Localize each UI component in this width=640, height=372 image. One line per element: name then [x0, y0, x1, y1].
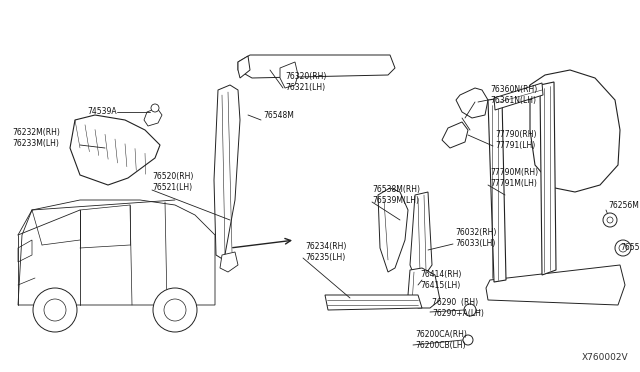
Text: 76360N(RH)
76361N(LH): 76360N(RH) 76361N(LH)	[490, 85, 537, 105]
Text: 76256M: 76256M	[608, 201, 639, 209]
Polygon shape	[214, 85, 240, 260]
Text: 77790M(RH)
77791M(LH): 77790M(RH) 77791M(LH)	[490, 168, 538, 188]
Polygon shape	[410, 192, 432, 278]
Polygon shape	[238, 55, 395, 78]
Polygon shape	[456, 88, 488, 118]
Polygon shape	[280, 62, 298, 88]
Circle shape	[464, 304, 476, 316]
Polygon shape	[408, 268, 440, 308]
Text: 76032(RH)
76033(LH): 76032(RH) 76033(LH)	[455, 228, 497, 248]
Polygon shape	[325, 295, 422, 310]
Circle shape	[603, 213, 617, 227]
Polygon shape	[488, 98, 506, 282]
Circle shape	[33, 288, 77, 332]
Polygon shape	[70, 115, 160, 185]
Text: 76234(RH)
76235(LH): 76234(RH) 76235(LH)	[305, 242, 346, 262]
Text: 76414(RH)
76415(LH): 76414(RH) 76415(LH)	[420, 270, 461, 290]
Polygon shape	[144, 108, 162, 126]
Circle shape	[153, 288, 197, 332]
Polygon shape	[530, 70, 620, 192]
Text: 77790(RH)
77791(LH): 77790(RH) 77791(LH)	[495, 130, 536, 150]
Text: 76290  (RH)
76290+A(LH): 76290 (RH) 76290+A(LH)	[432, 298, 484, 318]
Polygon shape	[378, 188, 408, 272]
Circle shape	[463, 335, 473, 345]
Circle shape	[615, 240, 631, 256]
Polygon shape	[238, 56, 250, 78]
Text: X760002V: X760002V	[581, 353, 628, 362]
Text: 76548M: 76548M	[263, 110, 294, 119]
Text: 76520(RH)
76521(LH): 76520(RH) 76521(LH)	[152, 172, 193, 192]
Text: 76320(RH)
76321(LH): 76320(RH) 76321(LH)	[285, 72, 326, 92]
Text: 76538M(RH)
76539M(LH): 76538M(RH) 76539M(LH)	[372, 185, 420, 205]
Text: 76232M(RH)
76233M(LH): 76232M(RH) 76233M(LH)	[12, 128, 60, 148]
Polygon shape	[442, 122, 468, 148]
Polygon shape	[486, 265, 625, 305]
Circle shape	[151, 104, 159, 112]
Polygon shape	[540, 82, 556, 275]
Polygon shape	[220, 252, 238, 272]
Text: 74539A: 74539A	[88, 108, 117, 116]
Text: 76553: 76553	[620, 244, 640, 253]
Polygon shape	[494, 83, 543, 110]
Text: 76200CA(RH)
76200CB(LH): 76200CA(RH) 76200CB(LH)	[415, 330, 467, 350]
